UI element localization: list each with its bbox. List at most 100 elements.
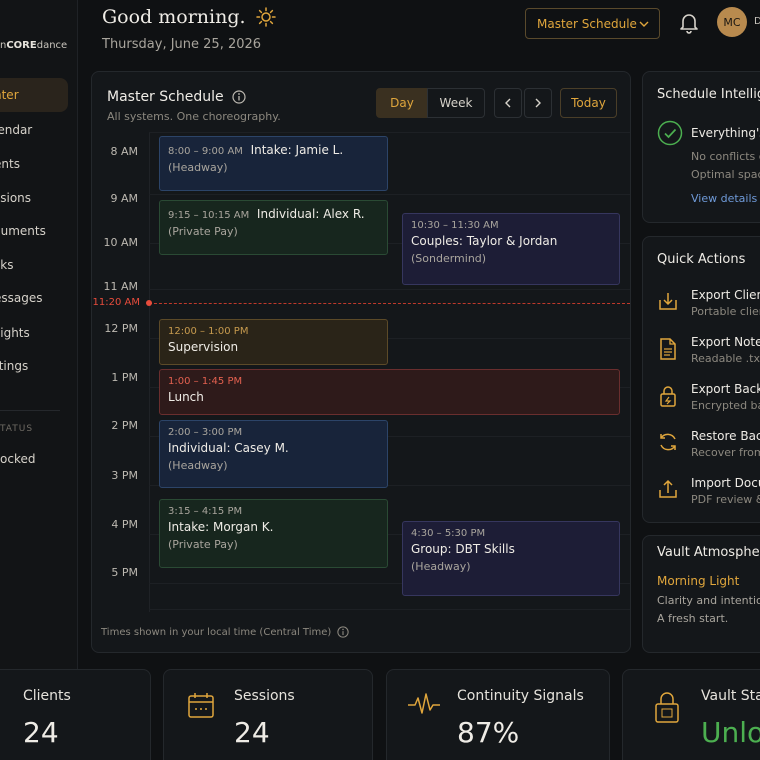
avatar[interactable]: MC (717, 7, 747, 37)
atmosphere-line: Clarity and intention. (657, 594, 760, 607)
stat-value: 24 (234, 716, 270, 749)
info-icon[interactable] (231, 90, 246, 104)
event-time: 3:15 – 4:15 PM (168, 506, 243, 517)
hour-label: 11 AM (103, 280, 138, 293)
event-card[interactable]: 10:30 – 11:30 AM Couples: Taylor & Jorda… (402, 213, 620, 285)
day-view-button[interactable]: Day (376, 88, 428, 118)
hour-label: 2 PM (111, 419, 138, 432)
document-icon (660, 338, 676, 360)
quick-actions-panel: Quick Actions Export Client Portable cli… (642, 236, 760, 523)
quick-action-export-client[interactable]: Export Client Portable clien (657, 288, 760, 328)
sidebar-item-label: lendar (0, 123, 33, 137)
stat-value: Unlock (701, 716, 760, 749)
stat-label: Continuity Signals (457, 688, 584, 704)
sidebar-item-label: nter (0, 88, 19, 102)
event-title: Intake: Jamie L. (250, 143, 344, 157)
sidebar-item-documents[interactable]: cuments (0, 214, 68, 248)
hour-label: 8 AM (110, 145, 138, 158)
panel-title: Vault Atmosphere (657, 545, 760, 560)
event-card[interactable]: 9:15 – 10:15 AM Individual: Alex R. (Pri… (159, 200, 388, 255)
stat-value: 24 (23, 716, 59, 749)
quick-action-export-notes[interactable]: Export Note D Readable .txt (657, 335, 760, 375)
refresh-icon (660, 433, 676, 451)
hour-label: 5 PM (111, 566, 138, 579)
next-button[interactable] (524, 88, 552, 118)
info-icon[interactable] (337, 626, 349, 638)
grid-line (149, 338, 630, 339)
quick-action-subtitle: Readable .txt (691, 352, 760, 365)
sidebar-item-sessions[interactable]: ssions (0, 181, 68, 215)
stat-card-vault-status[interactable]: Vault Stat Unlock (622, 669, 760, 760)
atmosphere-line: A fresh start. (657, 612, 729, 625)
hour-label: 12 PM (104, 322, 138, 335)
view-select[interactable]: Master Schedule (525, 8, 660, 39)
sidebar-item-messages[interactable]: essages (0, 281, 68, 315)
time-axis (149, 132, 150, 612)
event-card[interactable]: 12:00 – 1:00 PM Supervision (159, 319, 388, 365)
stat-card-clients[interactable]: Clients 24 (0, 669, 151, 760)
bell-icon[interactable] (678, 10, 700, 34)
event-card[interactable]: 2:00 – 3:00 PM Individual: Casey M. (Hea… (159, 420, 388, 488)
sidebar-item-label: cuments (0, 224, 46, 238)
sun-icon (255, 7, 276, 27)
sidebar: nCOREdance nter lendar ents ssions cumen… (0, 0, 78, 760)
panel-title: Schedule Intelligen (657, 87, 760, 102)
schedule-title-text: Master Schedule (107, 89, 224, 105)
schedule-intelligence-panel: Schedule Intelligen Everything's No conf… (642, 71, 760, 223)
stat-card-continuity-signals[interactable]: Continuity Signals 87% (386, 669, 610, 760)
schedule-footer: Times shown in your local time (Central … (101, 626, 349, 638)
stat-label: Vault Stat (701, 688, 760, 704)
lock-icon (655, 692, 679, 723)
quick-action-subtitle: PDF review & (691, 493, 760, 506)
week-view-button[interactable]: Week (427, 88, 485, 118)
grid-line (149, 609, 630, 610)
pulse-icon (408, 693, 440, 714)
atmosphere-name[interactable]: Morning Light (657, 574, 740, 588)
hour-label: 3 PM (111, 469, 138, 482)
prev-button[interactable] (494, 88, 522, 118)
current-time-dot (146, 300, 152, 306)
grid-line (149, 194, 630, 195)
grid-line (149, 289, 630, 290)
sidebar-item-settings[interactable]: ttings (0, 349, 68, 383)
event-time: 4:30 – 5:30 PM (411, 528, 486, 539)
intelligence-line: No conflicts d (691, 150, 760, 163)
event-title: Couples: Taylor & Jordan (411, 234, 558, 248)
event-title: Supervision (168, 340, 239, 354)
panel-title: Quick Actions (657, 252, 746, 267)
today-button[interactable]: Today (560, 88, 617, 118)
quick-action-title: Export Backu (691, 382, 760, 396)
status-value: ocked (0, 452, 36, 466)
quick-action-restore-backup[interactable]: Restore Back Recover from (657, 429, 760, 469)
hour-label: 1 PM (111, 371, 138, 384)
stat-card-sessions[interactable]: Sessions 24 (163, 669, 373, 760)
sidebar-item-clients[interactable]: ents (0, 147, 68, 181)
quick-action-import-documents[interactable]: Import Docum PDF review & (657, 476, 760, 516)
event-card[interactable]: 3:15 – 4:15 PM Intake: Morgan K. (Privat… (159, 499, 388, 568)
view-details-link[interactable]: View details (691, 192, 758, 205)
current-time-label: 11:20 AM (92, 297, 140, 308)
lock-icon (660, 386, 676, 407)
sidebar-item-center[interactable]: nter (0, 78, 68, 112)
quick-action-title: Restore Back (691, 429, 760, 443)
sidebar-item-label: ents (0, 157, 20, 171)
event-title: Lunch (168, 390, 204, 404)
upload-icon (659, 479, 677, 498)
sidebar-item-label: essages (0, 291, 43, 305)
sidebar-item-label: sks (0, 258, 14, 272)
quick-action-title: Export Note D (691, 335, 760, 349)
hour-label: 4 PM (111, 518, 138, 531)
quick-action-subtitle: Recover from (691, 446, 760, 459)
sidebar-item-tasks[interactable]: sks (0, 248, 68, 282)
sidebar-item-calendar[interactable]: lendar (0, 113, 68, 147)
quick-action-export-backup[interactable]: Export Backu Encrypted bac (657, 382, 760, 422)
event-card[interactable]: 8:00 – 9:00 AM Intake: Jamie L. (Headway… (159, 136, 388, 191)
export-icon (659, 293, 677, 310)
event-time: 12:00 – 1:00 PM (168, 326, 249, 337)
sidebar-item-label: ssions (0, 191, 32, 205)
greeting-text: Good morning. (102, 6, 246, 28)
event-card[interactable]: 4:30 – 5:30 PM Group: DBT Skills (Headwa… (402, 521, 620, 596)
event-card[interactable]: 1:00 – 1:45 PM Lunch (159, 369, 620, 415)
